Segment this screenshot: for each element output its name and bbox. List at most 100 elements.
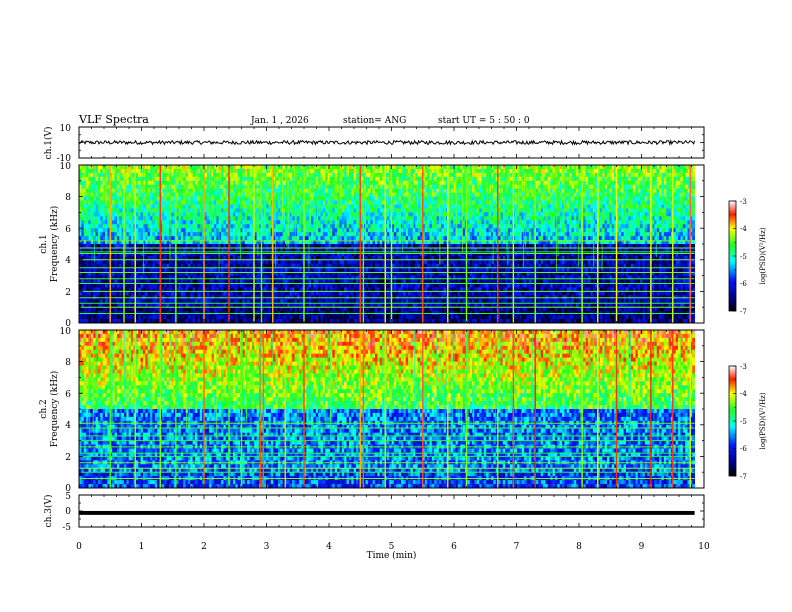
ch1-spec-cell xyxy=(647,185,650,189)
ch1-spec-cell xyxy=(171,181,174,185)
ch1-spec-cell xyxy=(195,193,198,197)
ch1-spec-cell xyxy=(318,165,321,169)
ch1-spec-cell xyxy=(373,205,376,209)
ch1-spec-cell xyxy=(654,201,657,205)
ch1-spec-cell xyxy=(126,205,129,209)
ch1-spec-cell xyxy=(247,197,250,201)
ch1-spec-cell xyxy=(311,197,314,201)
ch1-spectrogram-panel: 0 2 4 6 8 10 ch.1 Frequency (kHz) xyxy=(39,162,704,329)
ch1-spec-cell xyxy=(602,201,605,205)
ch1-spec-cell xyxy=(268,177,271,181)
ch1-spec-cell xyxy=(387,173,390,177)
ch1-spec-cell xyxy=(299,169,302,173)
ch1-spec-cell xyxy=(418,165,421,169)
ch1-spec-cell xyxy=(162,193,165,197)
ch1-spec-cell xyxy=(664,193,667,197)
ch1-spec-cell xyxy=(349,181,352,185)
ch1-spec-cell xyxy=(313,173,316,177)
ch1-spec-cell xyxy=(538,173,541,177)
ch1-spec-cell xyxy=(98,181,101,185)
ch1-spec-cell xyxy=(247,165,250,169)
ch1-spec-cell xyxy=(567,165,570,169)
ch1-spec-cell xyxy=(178,193,181,197)
ch1-spec-cell xyxy=(81,169,84,173)
ch1-spec-cell xyxy=(408,201,411,205)
ch1-spec-cell xyxy=(347,205,350,209)
ch1-spec-cell xyxy=(368,169,371,173)
ch1-spec-cell xyxy=(403,197,406,201)
ch1-spec-cell xyxy=(299,189,302,193)
ch1-spec-cell xyxy=(406,181,409,185)
ch1-spec-cell xyxy=(335,181,338,185)
ch1-spec-cell xyxy=(626,173,629,177)
ch1-spec-cell xyxy=(115,197,118,201)
ch1-spec-cell xyxy=(183,173,186,177)
ch1-spec-cell xyxy=(190,169,193,173)
ch1-spec-cell xyxy=(193,197,196,201)
ch1-spec-cell xyxy=(609,185,612,189)
ch1-spec-cell xyxy=(129,189,132,193)
ch1-spec-cell xyxy=(692,193,695,197)
ch1-spec-cell xyxy=(624,205,627,209)
ch1-spec-cell xyxy=(247,201,250,205)
ch1-waveform-panel: 10 -10 ch.1(V) xyxy=(43,124,704,164)
ch1-spec-cell xyxy=(181,181,184,185)
ch1-spec-cell xyxy=(503,181,506,185)
ch1-spec-cell xyxy=(112,173,115,177)
ch1-spec-cell xyxy=(427,165,430,169)
ch1-spec-cell xyxy=(536,189,539,193)
ch1-spec-cell xyxy=(330,201,333,205)
ch1-spec-cell xyxy=(344,185,347,189)
ch1-spec-cell xyxy=(387,181,390,185)
ch1-spec-cell xyxy=(112,189,115,193)
ch1-spec-cell xyxy=(394,185,397,189)
ch1-ytick-top: 10 xyxy=(60,124,72,134)
ch1-spec-cell xyxy=(406,197,409,201)
ch1-spec-cell xyxy=(186,189,189,193)
ch1-spec-cell xyxy=(427,201,430,205)
ch1-spec-cell xyxy=(572,205,575,209)
ch1-spec-cell xyxy=(335,197,338,201)
ch1-spec-cell xyxy=(204,173,207,177)
ch1-spec-cell xyxy=(621,193,624,197)
ch1-spec-cell xyxy=(470,177,473,181)
ch1-spec-cell xyxy=(330,205,333,209)
ch1-spec-cell xyxy=(195,177,198,181)
ch1-spec-cell xyxy=(297,201,300,205)
ch1-spec-cell xyxy=(96,173,99,177)
ch1-spec-cell xyxy=(425,189,428,193)
ch1-spec-cell xyxy=(375,181,378,185)
ch1-spec-cell xyxy=(429,197,432,201)
ch1-spec-cell xyxy=(266,189,269,193)
ch1-spec-cell xyxy=(138,177,141,181)
ch1-spec-cell xyxy=(602,197,605,201)
ch1-spec-cell xyxy=(567,189,570,193)
ch1-spec-cell xyxy=(129,177,132,181)
ch1-spec-cell xyxy=(659,173,662,177)
ch1-spec-cell xyxy=(178,169,181,173)
ch1-spec-cell xyxy=(387,201,390,205)
ch1-spec-cell xyxy=(119,169,122,173)
ch1-spec-cell xyxy=(548,181,551,185)
ch1-spec-cell xyxy=(226,165,229,169)
ch1-spec-cell xyxy=(680,169,683,173)
ch1-spec-cell xyxy=(373,185,376,189)
ch1-spec-cell xyxy=(628,181,631,185)
ch1-spec-cell xyxy=(624,201,627,205)
ch1-spec-cell xyxy=(223,165,226,169)
ch1-spec-cell xyxy=(510,205,513,209)
ch1-spec-cell xyxy=(276,177,279,181)
ch1-spec-cell xyxy=(84,197,87,201)
ch1-spec-cell xyxy=(609,169,612,173)
ch1-spec-cell xyxy=(242,165,245,169)
ch1-spec-cell xyxy=(344,201,347,205)
ch1-spec-cell xyxy=(283,165,286,169)
ch1-spec-cell xyxy=(325,189,328,193)
ch1-spec-cell xyxy=(678,177,681,181)
ch1-spec-cell xyxy=(186,201,189,205)
ch1-spec-cell xyxy=(434,181,437,185)
ch1-spec-cell xyxy=(538,201,541,205)
ch1-spec-cell xyxy=(657,177,660,181)
ch1-spec-cell xyxy=(657,165,660,169)
ch1-spec-cell xyxy=(609,201,612,205)
